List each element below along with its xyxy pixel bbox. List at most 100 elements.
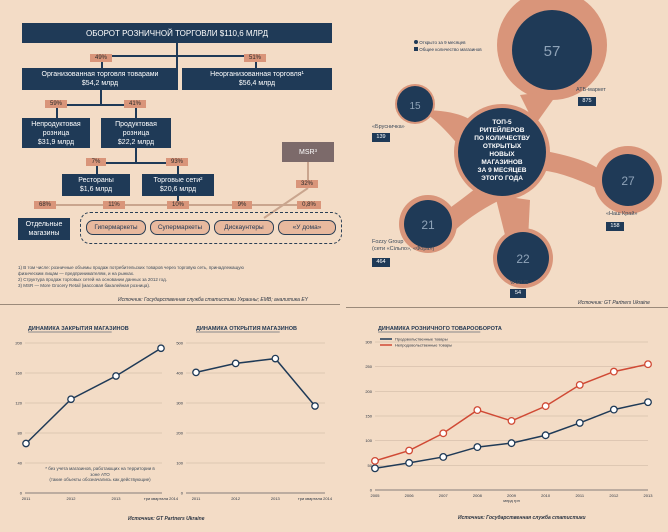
near-home-pill: «У дома»	[278, 220, 336, 235]
data-point	[644, 360, 652, 369]
footnote-3: 3) MSR — More Grocery Retail (массовая б…	[18, 283, 151, 288]
x-tick-label: три квартала 2014	[144, 496, 179, 501]
data-point	[67, 395, 75, 404]
brus-open: 15	[409, 101, 421, 112]
y-tick-label: 0	[181, 491, 184, 496]
x-tick-label: 2013	[112, 496, 122, 501]
varus-open: 22	[516, 252, 530, 266]
atb-label: АТБ-маркет	[576, 87, 606, 93]
chains-box: Торговые сети² $20,6 млрд	[142, 174, 214, 196]
data-point	[541, 431, 550, 440]
data-point	[575, 380, 584, 389]
hypermarkets-pill: Гипермаркеты	[86, 220, 146, 235]
msr-connector	[263, 188, 309, 219]
data-point	[192, 368, 200, 377]
data-point	[473, 406, 482, 415]
data-point	[609, 405, 618, 414]
x-tick-label: 2011	[192, 496, 201, 501]
y-tick-label: 250	[365, 364, 372, 369]
x-tick-label: 2007	[439, 493, 449, 498]
nash-total: 158	[606, 222, 624, 231]
data-point	[439, 429, 448, 438]
data-point	[507, 439, 516, 448]
data-point	[405, 458, 414, 467]
nonprod-box: Непродуктовая розница $31,9 млрд	[22, 118, 90, 148]
left-source: Источник: GT Partners Ukraine	[128, 516, 205, 522]
right-source: Источник: Государственная служба статист…	[458, 515, 586, 521]
center-title: ТОП-5 РИТЕЙЛЕРОВ ПО КОЛИЧЕСТВУ ОТКРЫТЫХ …	[474, 119, 530, 182]
pct-rest: 7%	[86, 158, 106, 166]
x-tick-label: 2013	[271, 496, 281, 501]
brus-total: 139	[372, 133, 390, 142]
y-tick-label: 400	[176, 371, 183, 376]
pct-disc: 9%	[232, 201, 252, 209]
total-turnover-box: ОБОРОТ РОЗНИЧНОЙ ТОРГОВЛИ $110,6 МЛРД	[22, 23, 332, 43]
pct-hyper: 11%	[103, 201, 125, 209]
series-line	[195, 357, 316, 407]
data-point	[609, 367, 618, 376]
chain-formats-group	[80, 212, 342, 244]
varus-total: 54	[510, 289, 526, 298]
brus-label: «Брусничка»	[372, 124, 405, 130]
x-tick-label: 2009	[507, 493, 517, 498]
pct-separate: 68%	[34, 201, 56, 209]
data-point	[112, 372, 120, 380]
discounters-pill: Дискаунтеры	[214, 220, 274, 235]
unorganized-box: Неорганизованная торговля¹ $56,4 млрд	[182, 68, 332, 90]
y-tick-label: 50	[368, 463, 373, 468]
y-tick-label: 300	[176, 401, 183, 406]
fozzy-bubble	[404, 200, 452, 248]
atb-bubble	[512, 10, 592, 90]
svg-text:ЭТОГО ГОДА: ЭТОГО ГОДА	[481, 175, 523, 182]
x-tick-label: 2013	[644, 493, 654, 498]
footnote-1: 1) В том числе: розничные объемы продаж …	[18, 265, 244, 270]
flow-source: Источник: Государственная служба статист…	[118, 297, 309, 303]
separate-shops-box: Отдельные магазины	[18, 218, 70, 240]
pct-prod: 41%	[124, 100, 146, 108]
svg-text:НОВЫХ: НОВЫХ	[489, 151, 515, 158]
pct-chain: 93%	[166, 158, 188, 166]
supermarkets-pill: Супермаркеты	[150, 220, 210, 235]
x-tick-label: 2012	[231, 496, 241, 501]
y-tick-label: 200	[15, 341, 22, 346]
y-tick-label: 120	[15, 401, 22, 406]
x-tick-label: 2005	[371, 493, 381, 498]
svg-text:ОТКРЫТЫХ: ОТКРЫТЫХ	[483, 143, 522, 150]
x-tick-label: 2011	[575, 493, 584, 498]
svg-text:МАГАЗИНОВ: МАГАЗИНОВ	[481, 159, 523, 166]
data-point	[22, 439, 30, 448]
x-tick-label: 2012	[609, 493, 619, 498]
y-tick-label: 500	[176, 341, 183, 346]
y-tick-label: 100	[365, 438, 372, 443]
pct-unorganized: 51%	[244, 54, 266, 62]
svg-text:РИТЕЙЛЕРОВ: РИТЕЙЛЕРОВ	[480, 125, 525, 134]
legend-label: Продовольственные товары	[395, 337, 448, 342]
y-tick-label: 80	[18, 431, 23, 436]
data-point	[271, 354, 280, 363]
footnote-2: 2) Структура продаж торговых сетей на ос…	[18, 277, 167, 282]
data-point	[439, 452, 448, 461]
x-tick-label: 2011	[22, 496, 31, 501]
data-point	[473, 443, 482, 452]
data-point	[231, 359, 240, 368]
organized-box: Организованная торговля товарами $54,2 мл…	[22, 68, 178, 90]
x-tick-label: 2006	[405, 493, 415, 498]
nash-bubble	[602, 154, 654, 206]
data-point	[311, 402, 319, 410]
y-tick-label: 0	[370, 488, 373, 493]
nash-label: «Наш Край»	[606, 211, 638, 217]
data-point	[405, 446, 414, 455]
msr-box: MSR³	[282, 142, 334, 162]
varus-label: VARUS	[510, 280, 529, 286]
prod-box: Продуктовая розница $22,2 млрд	[101, 118, 171, 148]
y-tick-label: 150	[365, 414, 372, 419]
atb-total: 875	[578, 97, 596, 106]
brus-bubble	[397, 86, 433, 122]
legend-label: Непродовольственные товары	[395, 343, 452, 348]
y-tick-label: 160	[15, 371, 22, 376]
y-tick-label: 200	[365, 389, 372, 394]
x-tick-label: 2012	[67, 496, 77, 501]
fozzy-total: 464	[372, 258, 390, 267]
fozzy-open: 21	[421, 218, 435, 232]
